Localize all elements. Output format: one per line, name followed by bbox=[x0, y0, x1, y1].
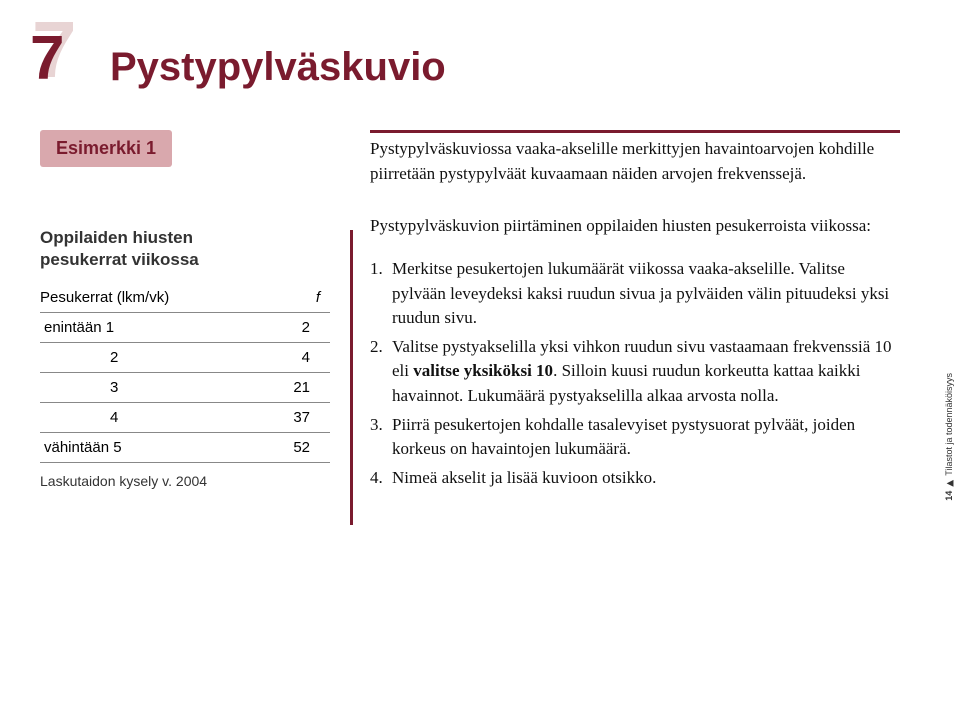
intro-paragraph: Pystypylväskuviossa vaaka-akselille merk… bbox=[370, 137, 900, 186]
step-4: 4. Nimeä akselit ja lisää kuvioon otsikk… bbox=[370, 466, 900, 491]
chapter-title: Pystypylväskuvio bbox=[110, 45, 446, 90]
row-freq: 52 bbox=[270, 433, 331, 463]
row-freq: 37 bbox=[270, 403, 331, 433]
step2-bold: valitse yksiköksi 10 bbox=[413, 361, 553, 380]
table-title-line1: Oppilaiden hiusten bbox=[40, 228, 193, 247]
table-row: 3 21 bbox=[40, 373, 330, 403]
chapter-header: 7 7 Pystypylväskuvio bbox=[30, 20, 900, 100]
vertical-rule bbox=[350, 230, 353, 525]
page-number: 14 bbox=[944, 491, 954, 501]
row-label: 4 bbox=[40, 403, 270, 433]
col-header-freq: f bbox=[270, 283, 331, 313]
right-column: Pystypylväskuviossa vaaka-akselille merk… bbox=[370, 130, 900, 495]
row-freq: 2 bbox=[270, 313, 331, 343]
step-text: Valitse pystyakselilla yksi vihkon ruudu… bbox=[392, 335, 900, 409]
row-freq: 4 bbox=[270, 343, 331, 373]
row-label: 3 bbox=[40, 373, 270, 403]
step-number: 1. bbox=[370, 257, 392, 331]
steps-list: 1. Merkitse pesukertojen lukumäärät viik… bbox=[370, 257, 900, 491]
step-number: 3. bbox=[370, 413, 392, 462]
chapter-number-fg: 7 bbox=[30, 28, 64, 90]
table-title-line2: pesukerrat viikossa bbox=[40, 250, 199, 269]
frequency-table: Pesukerrat (lkm/vk) f enintään 1 2 2 4 3… bbox=[40, 283, 330, 463]
row-freq: 21 bbox=[270, 373, 331, 403]
example-label: Esimerkki 1 bbox=[40, 130, 172, 167]
table-row: vähintään 5 52 bbox=[40, 433, 330, 463]
table-title: Oppilaiden hiusten pesukerrat viikossa bbox=[40, 227, 330, 271]
step-3: 3. Piirrä pesukertojen kohdalle tasalevy… bbox=[370, 413, 900, 462]
table-row: 2 4 bbox=[40, 343, 330, 373]
row-label: enintään 1 bbox=[40, 313, 270, 343]
chapter-number: 7 7 bbox=[30, 20, 100, 100]
col-header-label: Pesukerrat (lkm/vk) bbox=[40, 283, 270, 313]
step-1: 1. Merkitse pesukertojen lukumäärät viik… bbox=[370, 257, 900, 331]
step-text: Merkitse pesukertojen lukumäärät viikoss… bbox=[392, 257, 900, 331]
top-rule bbox=[370, 130, 900, 133]
step-text: Nimeä akselit ja lisää kuvioon otsikko. bbox=[392, 466, 900, 491]
table-header-row: Pesukerrat (lkm/vk) f bbox=[40, 283, 330, 313]
row-label: vähintään 5 bbox=[40, 433, 270, 463]
step-number: 4. bbox=[370, 466, 392, 491]
step-2: 2. Valitse pystyakselilla yksi vihkon ru… bbox=[370, 335, 900, 409]
arrow-icon: ▶ bbox=[944, 478, 954, 488]
side-margin-text: 14 ▶ Tilastot ja todennäköisyys bbox=[943, 373, 956, 505]
step-number: 2. bbox=[370, 335, 392, 409]
step-text: Piirrä pesukertojen kohdalle tasalevyise… bbox=[392, 413, 900, 462]
table-row: enintään 1 2 bbox=[40, 313, 330, 343]
table-caption: Laskutaidon kysely v. 2004 bbox=[40, 473, 330, 489]
table-row: 4 37 bbox=[40, 403, 330, 433]
left-column: Esimerkki 1 Oppilaiden hiusten pesukerra… bbox=[40, 130, 330, 495]
section-name: Tilastot ja todennäköisyys bbox=[944, 373, 954, 476]
sub-intro: Pystypylväskuvion piirtäminen oppilaiden… bbox=[370, 214, 900, 239]
row-label: 2 bbox=[40, 343, 270, 373]
